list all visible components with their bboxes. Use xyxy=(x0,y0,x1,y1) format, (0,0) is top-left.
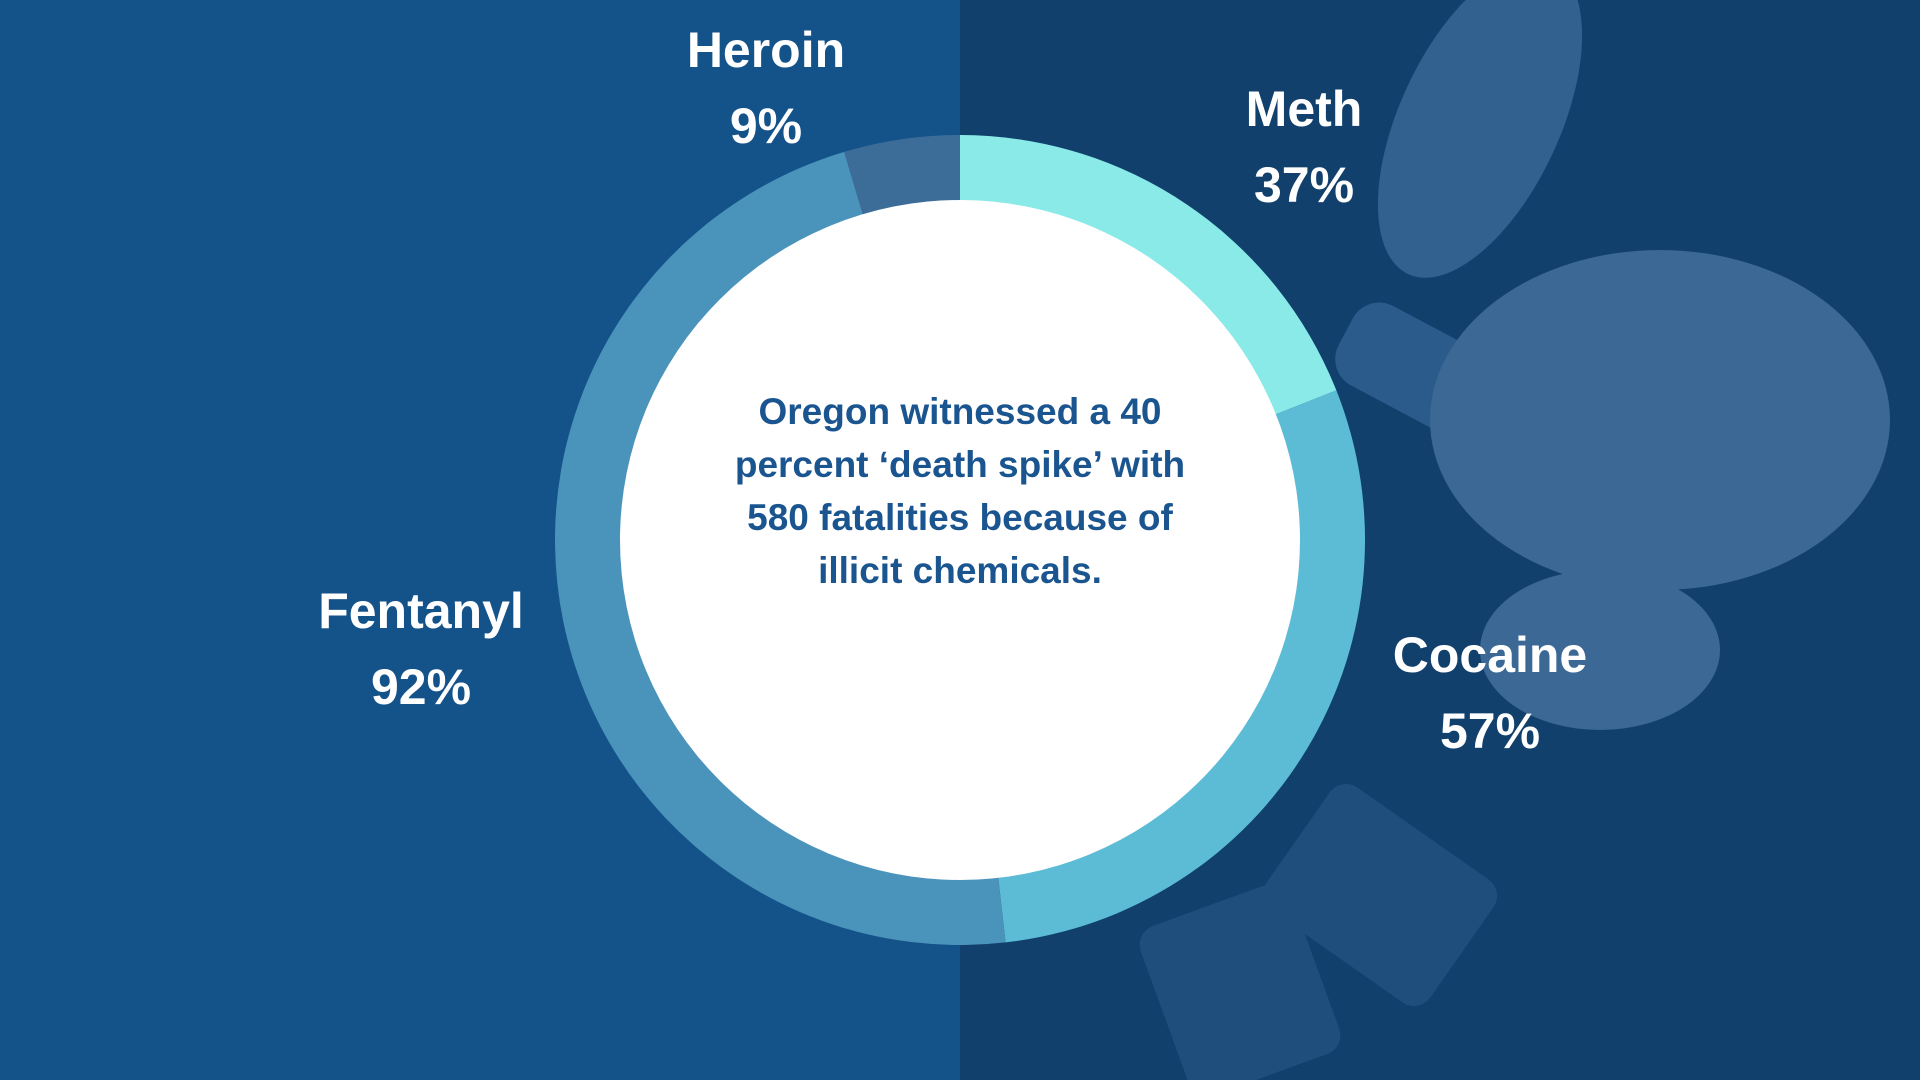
segment-value: 92% xyxy=(371,659,471,715)
background-photo xyxy=(1139,0,1890,1080)
segment-label: Heroin xyxy=(687,22,845,78)
segment-label: Cocaine xyxy=(1393,627,1588,683)
segment-value: 9% xyxy=(730,98,802,154)
segment-label: Fentanyl xyxy=(318,583,524,639)
donut-segment xyxy=(960,135,1337,419)
segment-value: 37% xyxy=(1254,157,1354,213)
segment-value: 57% xyxy=(1440,703,1540,759)
donut-segment xyxy=(997,390,1366,943)
center-text: Oregon witnessed a 40 percent ‘death spi… xyxy=(734,391,1186,591)
donut-segment xyxy=(554,151,1006,946)
segment-label: Meth xyxy=(1246,81,1363,137)
donut-hole xyxy=(620,200,1300,880)
